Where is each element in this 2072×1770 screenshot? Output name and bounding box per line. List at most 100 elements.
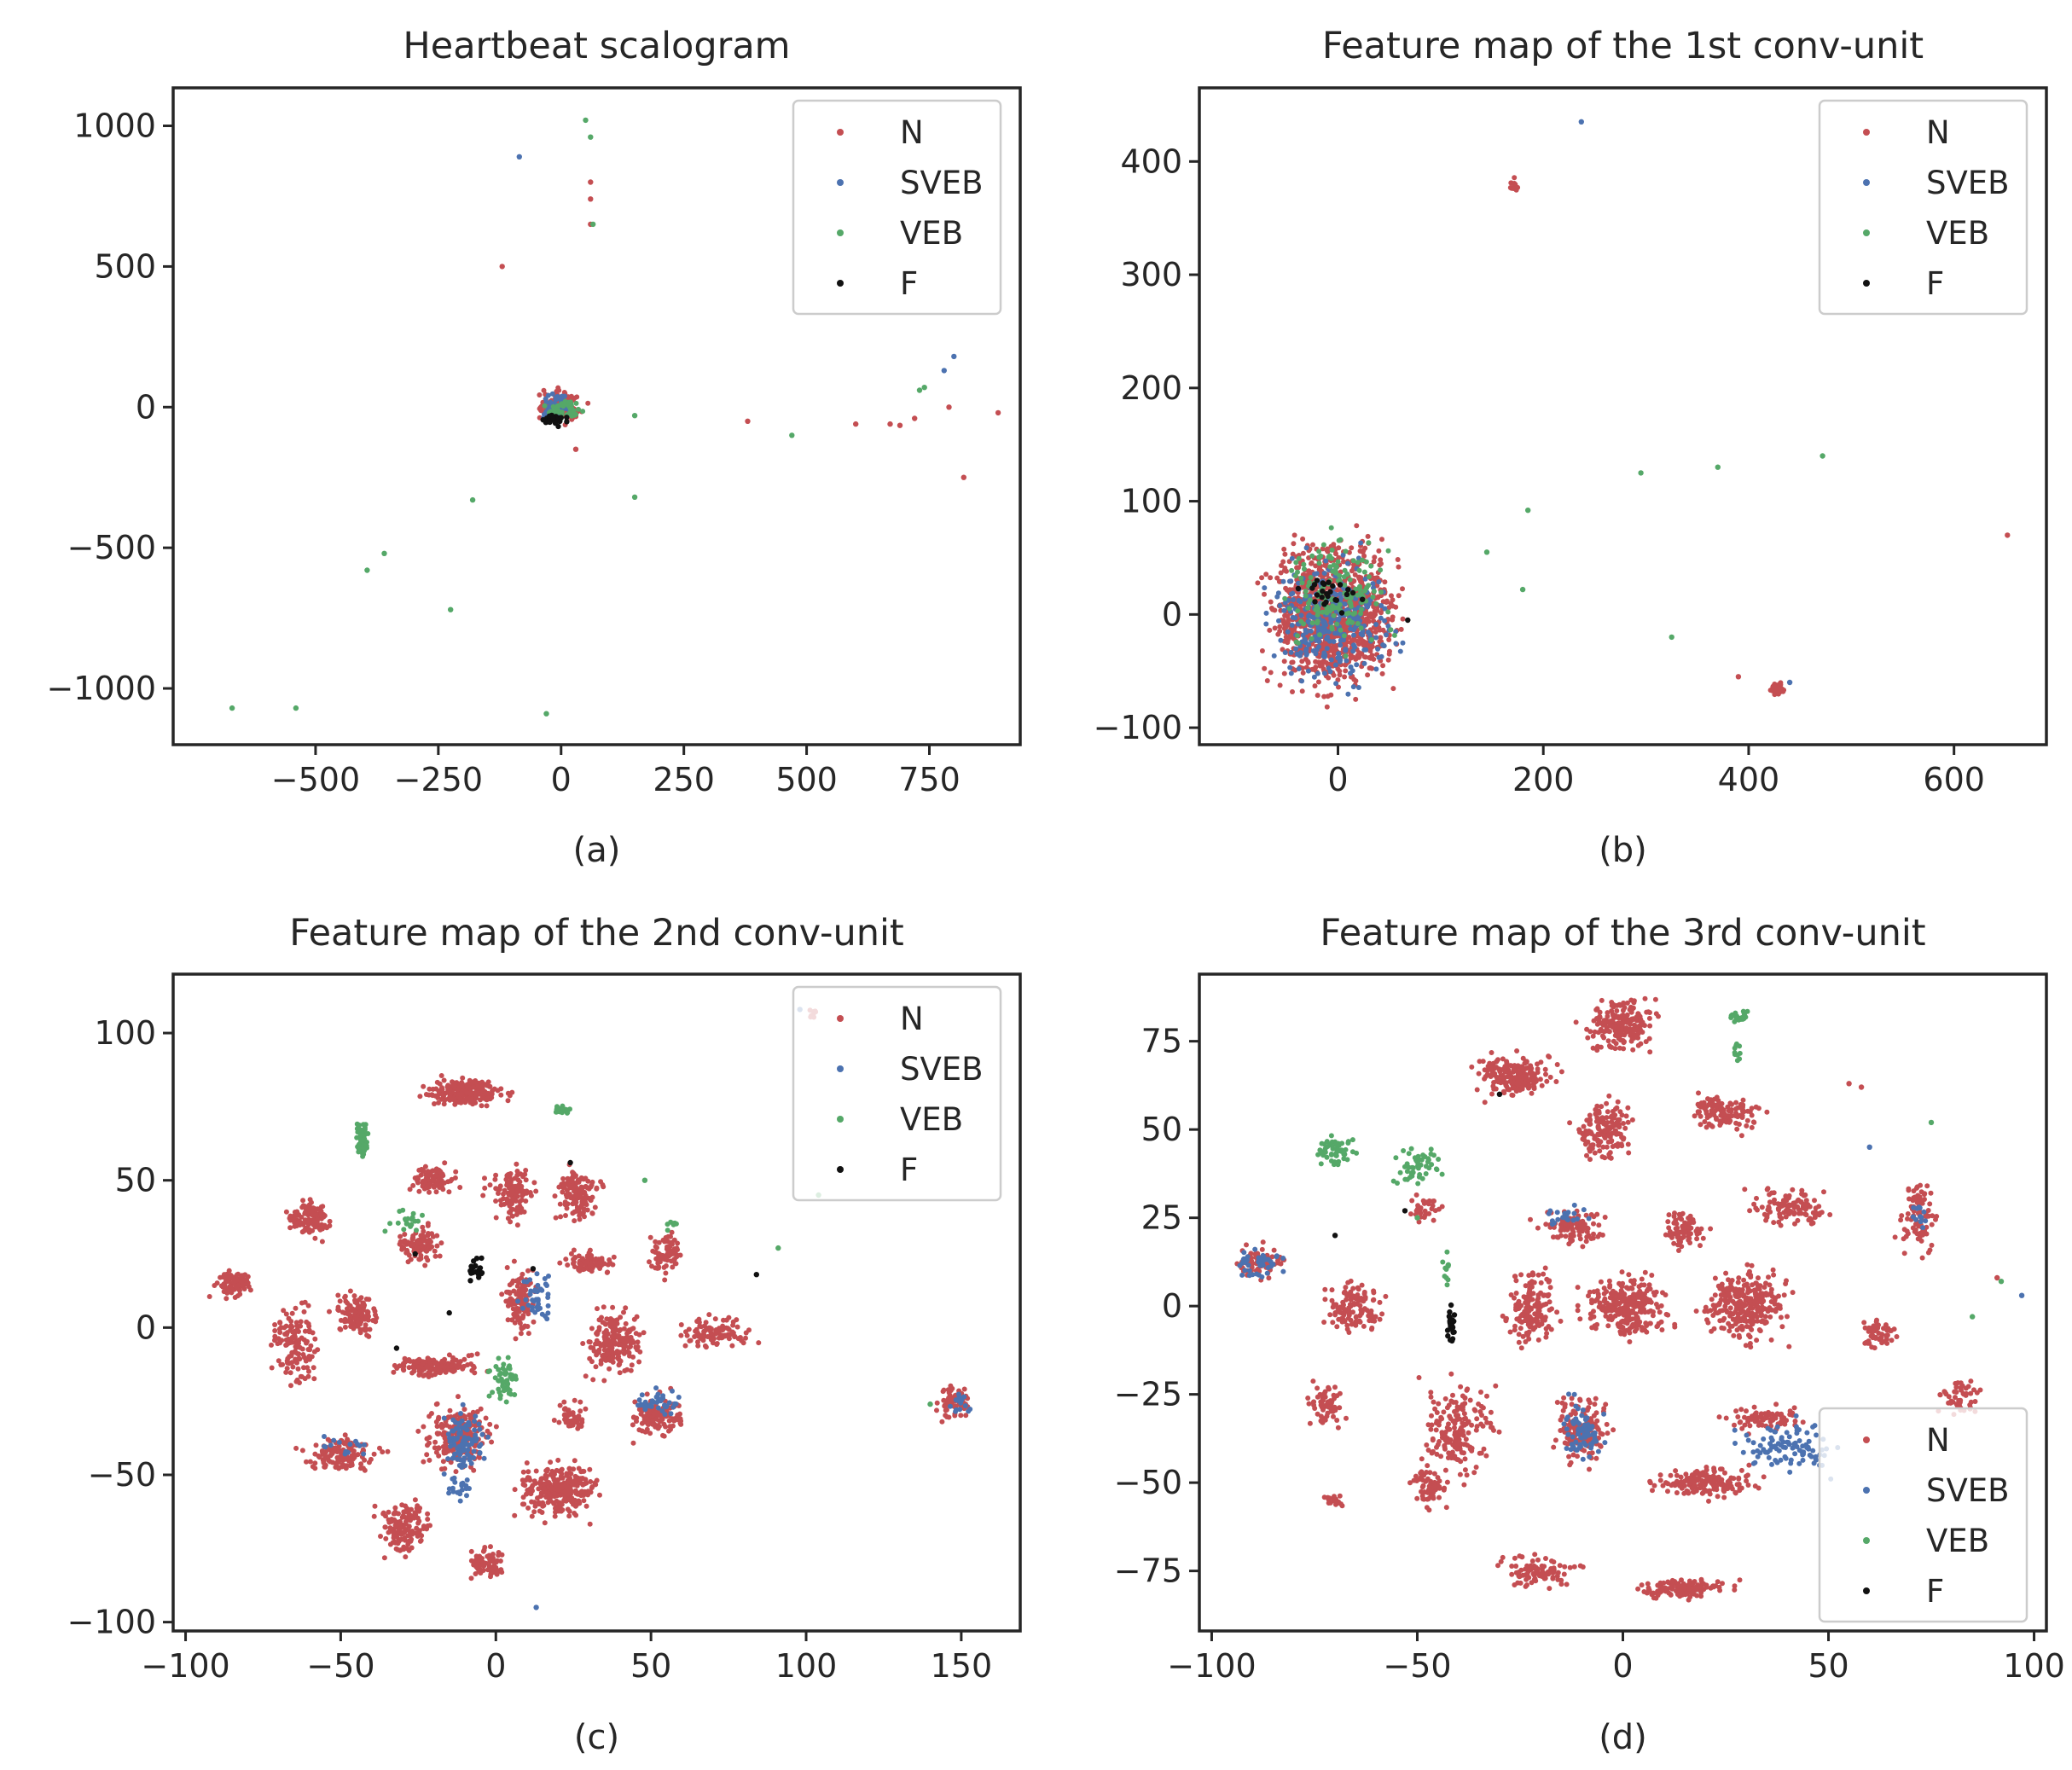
point-n: [548, 1460, 554, 1465]
point-veb: [1316, 548, 1322, 554]
point-n: [1268, 670, 1274, 676]
point-n: [571, 1261, 576, 1267]
point-n: [577, 1212, 583, 1218]
point-n: [590, 1377, 596, 1383]
point-veb: [1519, 586, 1526, 593]
point-sveb: [1313, 651, 1319, 657]
point-n: [1309, 560, 1315, 566]
point-n: [351, 1453, 357, 1459]
point-n: [387, 1525, 393, 1531]
point-n: [519, 1315, 525, 1321]
point-n: [1281, 659, 1287, 664]
point-n: [499, 264, 505, 270]
point-n: [338, 1317, 344, 1323]
point-sveb: [1332, 630, 1338, 636]
point-n: [571, 1466, 577, 1472]
point-veb: [1298, 575, 1304, 581]
point-n: [422, 1164, 428, 1169]
point-sveb: [1263, 610, 1269, 616]
point-n: [662, 1277, 668, 1283]
point-veb: [1282, 595, 1288, 601]
point-n: [1274, 575, 1280, 581]
point-veb: [590, 221, 596, 228]
subplot-b-points: [1255, 119, 2011, 710]
point-n: [568, 1251, 574, 1256]
legend-marker-f: [1863, 280, 1870, 287]
point-n: [948, 1383, 954, 1389]
point-n: [293, 1305, 299, 1311]
point-n: [309, 1210, 315, 1216]
point-n: [568, 1175, 574, 1181]
point-n: [564, 1472, 570, 1478]
point-veb: [1309, 620, 1315, 626]
point-n: [392, 1523, 398, 1529]
point-n: [499, 1552, 505, 1558]
point-sveb: [1288, 649, 1294, 655]
point-n: [427, 1361, 433, 1367]
point-n: [572, 1458, 577, 1464]
point-n: [316, 1226, 322, 1232]
point-n: [277, 1330, 283, 1335]
point-sveb: [1288, 591, 1294, 597]
point-n: [327, 1218, 333, 1224]
legend-label-n: N: [1926, 114, 1950, 151]
point-n: [479, 1083, 485, 1089]
point-n: [440, 1093, 446, 1099]
point-n: [212, 1283, 218, 1288]
point-n: [712, 1331, 718, 1337]
point-n: [621, 1309, 626, 1315]
point-n: [531, 1509, 537, 1515]
point-veb: [542, 403, 548, 409]
point-n: [400, 1362, 406, 1368]
legend-label-f: F: [900, 265, 918, 302]
point-n: [595, 1341, 601, 1347]
point-n: [452, 1363, 458, 1369]
point-n: [382, 1524, 388, 1530]
point-n: [1349, 545, 1355, 551]
point-n: [503, 1298, 509, 1304]
point-n: [416, 1188, 422, 1194]
point-n: [342, 1324, 348, 1330]
point-n: [342, 1432, 348, 1438]
point-n: [734, 1324, 740, 1330]
point-n: [1773, 688, 1779, 694]
point-n: [1315, 679, 1321, 685]
point-n: [511, 1258, 517, 1264]
point-n: [473, 1564, 479, 1570]
point-n: [1512, 181, 1518, 186]
point-n: [525, 1331, 531, 1337]
legend-label-f: F: [1926, 265, 1944, 302]
point-veb: [1301, 561, 1307, 567]
point-n: [485, 1082, 490, 1088]
legend-box: [792, 99, 1002, 316]
point-veb: [566, 410, 572, 416]
point-n: [611, 1254, 617, 1260]
point-n: [541, 1485, 547, 1491]
point-n: [636, 1359, 642, 1365]
point-n: [551, 1418, 557, 1423]
point-n: [645, 1422, 651, 1427]
x-tick-label: 0: [1327, 761, 1348, 798]
point-n: [480, 1193, 486, 1198]
point-n: [711, 1336, 717, 1342]
point-n: [477, 1557, 483, 1562]
point-n: [293, 1358, 299, 1364]
point-n: [588, 1489, 594, 1495]
point-n: [590, 1262, 596, 1268]
x-tick-label: −500: [271, 761, 360, 798]
point-n: [537, 392, 543, 398]
point-n: [450, 1096, 456, 1101]
point-n: [634, 1419, 639, 1425]
point-n: [1365, 672, 1371, 678]
point-n: [536, 1486, 542, 1492]
point-n: [561, 1412, 567, 1418]
point-n: [319, 1239, 325, 1245]
point-sveb: [545, 392, 551, 398]
point-n: [302, 1299, 308, 1305]
point-veb: [554, 403, 560, 409]
point-n: [372, 1503, 378, 1509]
point-veb: [1309, 635, 1315, 641]
point-n: [542, 1520, 548, 1526]
point-n: [554, 1487, 560, 1493]
point-n: [1365, 533, 1371, 539]
